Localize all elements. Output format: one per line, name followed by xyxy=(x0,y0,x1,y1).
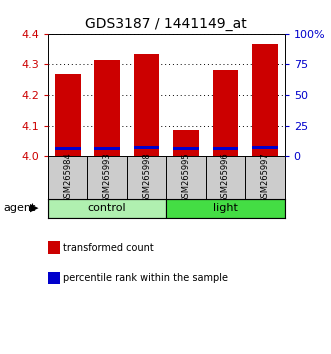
Bar xyxy=(55,74,80,156)
Bar xyxy=(94,60,120,156)
Text: GSM265998: GSM265998 xyxy=(142,152,151,203)
Text: GSM265984: GSM265984 xyxy=(63,152,72,203)
Text: GSM265997: GSM265997 xyxy=(260,152,269,203)
Bar xyxy=(94,147,120,150)
Text: transformed count: transformed count xyxy=(63,243,154,253)
Bar xyxy=(252,44,278,156)
Text: percentile rank within the sample: percentile rank within the sample xyxy=(63,273,228,283)
Bar xyxy=(166,199,285,218)
Title: GDS3187 / 1441149_at: GDS3187 / 1441149_at xyxy=(85,17,247,31)
Text: light: light xyxy=(213,203,238,213)
Text: GSM265993: GSM265993 xyxy=(103,152,112,203)
Bar xyxy=(48,199,166,218)
Text: ▶: ▶ xyxy=(30,203,38,213)
Bar xyxy=(173,147,199,150)
Bar xyxy=(213,70,238,156)
Bar xyxy=(173,130,199,156)
Text: GSM265995: GSM265995 xyxy=(181,152,191,203)
Bar xyxy=(55,147,80,150)
Text: control: control xyxy=(88,203,126,213)
Bar xyxy=(134,53,160,156)
Bar xyxy=(134,145,160,149)
Bar xyxy=(213,147,238,150)
Text: agent: agent xyxy=(3,203,36,213)
Bar xyxy=(252,145,278,149)
Text: GSM265996: GSM265996 xyxy=(221,152,230,203)
